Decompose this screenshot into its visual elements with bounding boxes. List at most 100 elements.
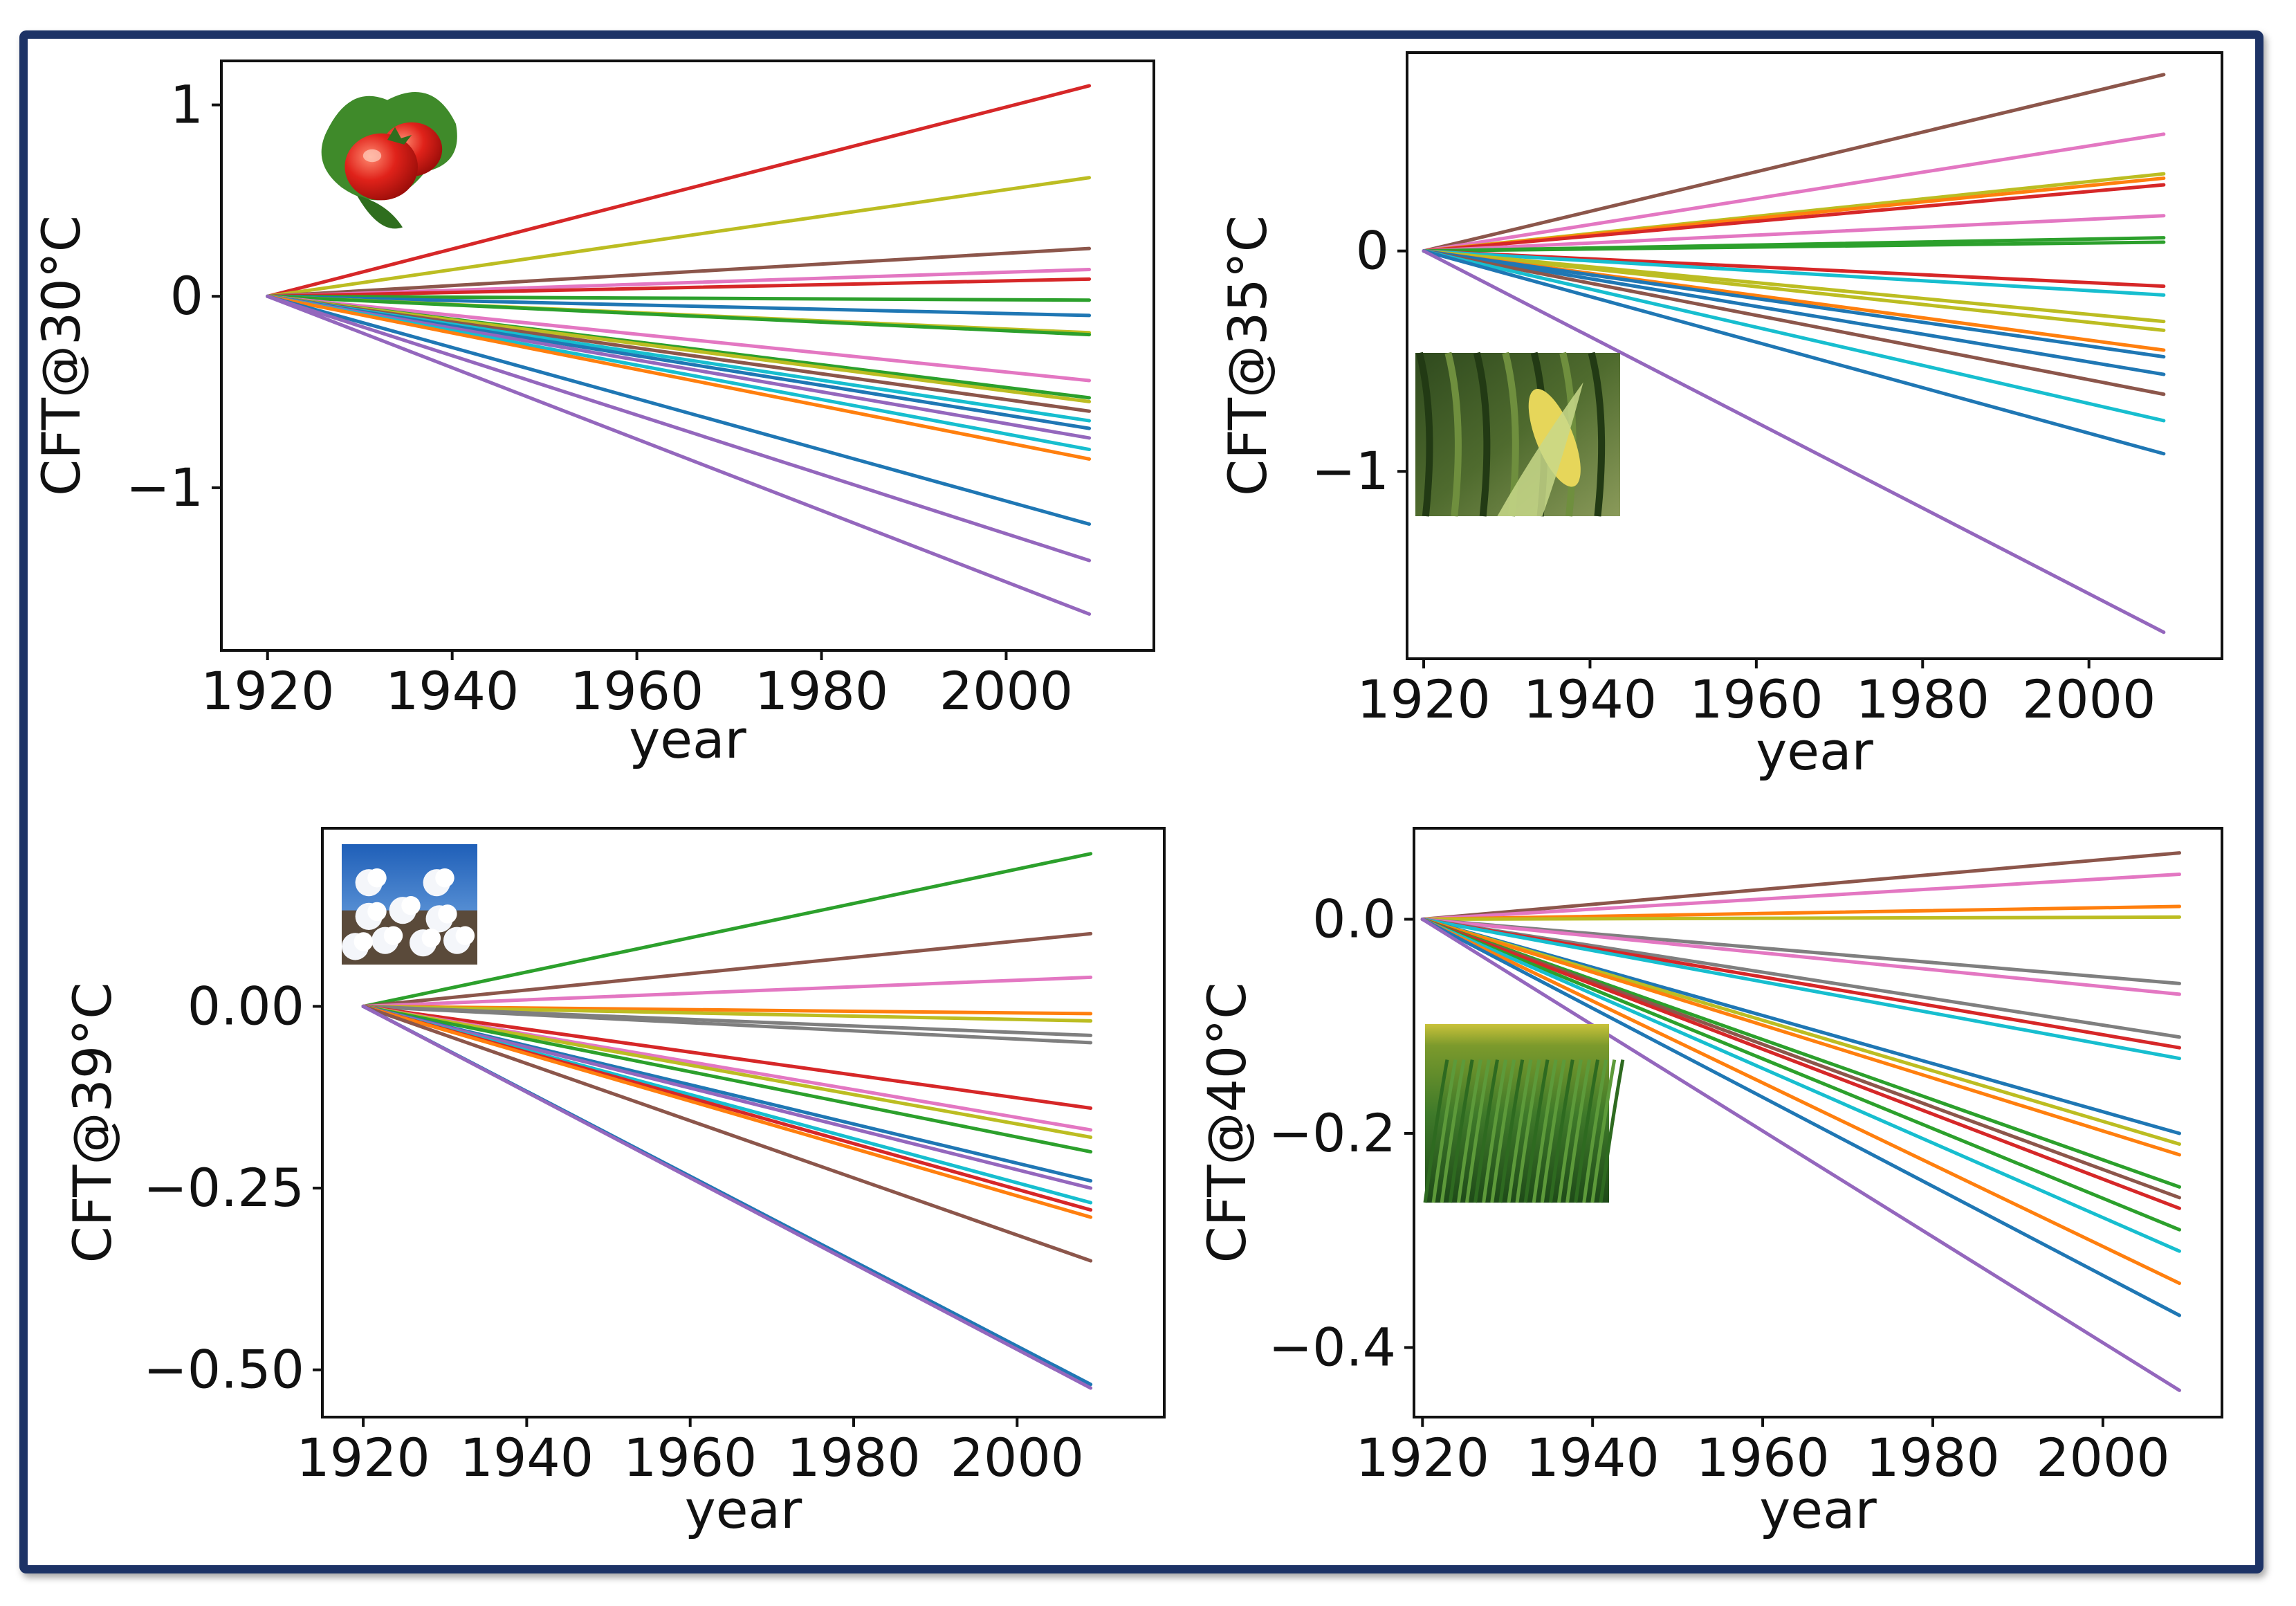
series-line-wheat-2 [1420, 873, 2182, 922]
series-line-cotton-3 [361, 975, 1093, 1008]
series-line-cotton-7 [361, 1004, 1093, 1045]
series-line-corn-15 [1422, 249, 2166, 376]
series-line-corn-12 [1422, 249, 2166, 332]
y-tick-label-tomato: −1 [126, 457, 203, 518]
series-line-corn-6 [1422, 214, 2166, 253]
series-line-tomato-7 [266, 294, 1092, 318]
series-line-cotton-11 [361, 1004, 1093, 1154]
axes-frame-tomato [220, 60, 1155, 652]
x-tick-label-tomato: 1980 [755, 660, 888, 722]
series-line-tomato-16 [266, 294, 1092, 440]
x-tick-label-tomato: 1960 [570, 660, 704, 722]
series-line-wheat-4 [1420, 915, 2182, 922]
x-tick-label-wheat: 1960 [1696, 1427, 1829, 1488]
y-tick-label-cotton: 0.00 [187, 975, 304, 1037]
y-tick-label-cotton: −0.50 [143, 1339, 304, 1400]
series-line-wheat-1 [1420, 851, 2182, 922]
axes-frame-wheat [1413, 827, 2223, 1418]
x-tick-label-corn: 1940 [1523, 668, 1657, 730]
y-tick-label-corn: −1 [1312, 440, 1389, 502]
tomato-photo [321, 92, 457, 229]
y-tick-label-wheat: −0.2 [1268, 1102, 1396, 1164]
axes-frame-corn [1406, 51, 2223, 660]
series-line-tomato-1 [266, 84, 1092, 298]
series-line-tomato-21 [266, 294, 1092, 616]
series-line-cotton-5 [361, 1004, 1093, 1023]
series-line-wheat-15 [1420, 918, 2182, 1210]
series-line-wheat-3 [1420, 904, 2182, 922]
x-tick-label-tomato: 1940 [385, 660, 519, 722]
series-line-tomato-20 [266, 294, 1092, 563]
series-line-wheat-12 [1420, 918, 2182, 1157]
x-tick-label-cotton: 2000 [950, 1427, 1084, 1488]
x-tick-label-corn: 1980 [1856, 668, 1990, 730]
series-line-wheat-5 [1420, 918, 2182, 985]
y-axis-label-corn: CFT@35°C [1217, 215, 1278, 496]
y-axis-label-cotton: CFT@39°C [62, 983, 123, 1263]
series-line-tomato-2 [266, 176, 1092, 298]
series-line-tomato-3 [266, 246, 1092, 298]
series-line-wheat-17 [1420, 918, 2182, 1253]
series-line-tomato-6 [266, 294, 1092, 302]
x-axis-label-wheat: year [1759, 1479, 1877, 1540]
corn-photo [1415, 352, 1620, 517]
series-line-wheat-18 [1420, 918, 2182, 1286]
x-tick-label-tomato: 2000 [939, 660, 1073, 722]
x-tick-label-corn: 2000 [2022, 668, 2156, 730]
x-axis-label-tomato: year [629, 709, 746, 770]
x-tick-label-cotton: 1920 [296, 1427, 430, 1488]
x-tick-label-cotton: 1940 [460, 1427, 594, 1488]
series-line-corn-18 [1422, 249, 2166, 456]
chart-corn: 1920 1940 1960 1980 2000 0 −1 year CFT@35°C [1217, 51, 2223, 782]
x-tick-label-cotton: 1960 [623, 1427, 757, 1488]
y-tick-label-tomato: 0 [170, 265, 203, 327]
series-line-corn-16 [1422, 249, 2166, 396]
series-line-corn-5 [1422, 183, 2166, 253]
x-axis-label-corn: year [1756, 720, 1873, 782]
series-line-corn-10 [1422, 249, 2166, 297]
series-line-tomato-9 [266, 294, 1092, 337]
x-tick-label-wheat: 1940 [1525, 1427, 1659, 1488]
panels: 1920 1940 1960 1980 200010−1yearCFT@30°C1920… [30, 51, 2223, 1540]
y-tick-label-corn: 0 [1356, 220, 1389, 282]
series-line-cotton-10 [361, 1004, 1093, 1140]
wheat-photo [1423, 1024, 1625, 1203]
chart-cotton: 1920 1940 1960 1980 2000 0.00 −0.25 −0.50 year CF… [62, 827, 1166, 1540]
series-line-wheat-19 [1420, 918, 2182, 1317]
y-tick-label-cotton: −0.25 [143, 1157, 304, 1219]
x-tick-label-cotton: 1980 [787, 1427, 920, 1488]
x-tick-label-tomato: 1920 [201, 660, 334, 722]
series-line-wheat-8 [1420, 918, 2182, 1050]
series-line-cotton-16 [361, 1004, 1093, 1219]
series-line-tomato-10 [266, 294, 1092, 383]
cotton-photo [341, 844, 477, 965]
series-line-cotton-1 [361, 852, 1093, 1008]
x-tick-label-wheat: 2000 [2036, 1427, 2169, 1488]
series-line-wheat-7 [1420, 918, 2182, 1039]
series-line-cotton-2 [361, 931, 1093, 1008]
series-line-wheat-20 [1420, 918, 2182, 1392]
series-line-cotton-17 [361, 1004, 1093, 1263]
y-axis-label-tomato: CFT@30°C [30, 215, 92, 496]
series-line-cotton-13 [361, 1004, 1093, 1190]
series-line-wheat-6 [1420, 918, 2182, 996]
series-line-tomato-18 [266, 294, 1092, 461]
series-line-corn-17 [1422, 249, 2166, 423]
x-tick-label-corn: 1920 [1357, 668, 1490, 730]
series-line-corn-8 [1422, 240, 2166, 253]
axes-frame-cotton [321, 827, 1166, 1418]
y-axis-label-wheat: CFT@40°C [1196, 983, 1258, 1263]
x-tick-label-wheat: 1920 [1356, 1427, 1489, 1488]
y-tick-label-wheat: −0.4 [1268, 1316, 1396, 1378]
series-line-corn-14 [1422, 249, 2166, 359]
series-line-tomato-5 [266, 277, 1092, 298]
series-line-cotton-8 [361, 1004, 1093, 1110]
y-tick-label-wheat: 0.0 [1312, 888, 1396, 950]
x-tick-label-corn: 1960 [1689, 668, 1823, 730]
x-tick-label-wheat: 1980 [1866, 1427, 1999, 1488]
series-line-corn-1 [1422, 73, 2166, 253]
series-line-corn-19 [1422, 249, 2166, 635]
series-line-corn-2 [1422, 132, 2166, 253]
series-line-cotton-19 [361, 1004, 1093, 1390]
